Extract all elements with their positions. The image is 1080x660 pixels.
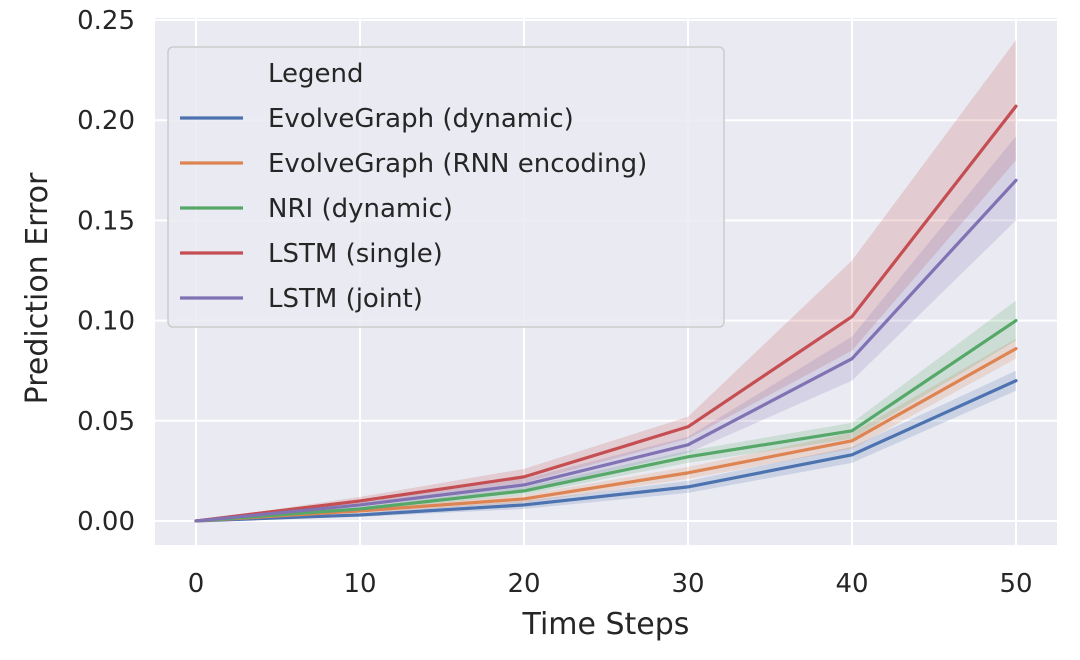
legend-label-1: EvolveGraph (RNN encoding): [268, 149, 647, 179]
y-tick-label: 0.25: [77, 6, 135, 36]
line-series-1: [194, 347, 1018, 523]
legend-title: Legend: [268, 59, 364, 89]
legend-label-2: NRI (dynamic): [268, 194, 453, 224]
legend-label-0: EvolveGraph (dynamic): [268, 104, 574, 134]
legend-label-4: LSTM (joint): [268, 284, 423, 314]
y-tick-label: 0.20: [77, 106, 135, 136]
legend-label-3: LSTM (single): [268, 239, 443, 269]
legend-items: EvolveGraph (dynamic) EvolveGraph (RNN en…: [180, 104, 647, 314]
x-tick-label: 30: [671, 569, 704, 599]
series-lines: [194, 104, 1018, 523]
x-tick-label: 0: [188, 569, 205, 599]
line-series-2: [194, 318, 1018, 523]
line-series-4: [194, 178, 1018, 523]
tick-labels: 0 10 20 30 40 50 0.00 0.05 0.10 0.15 0.20 0.25: [77, 6, 1032, 599]
x-tick-label: 10: [343, 569, 376, 599]
y-tick-label: 0.10: [77, 307, 135, 337]
y-tick-label: 0.05: [77, 407, 135, 437]
y-tick-label: 0.00: [77, 507, 135, 537]
line-series-0: [194, 379, 1018, 523]
legend: Legend EvolveGraph (dynamic)EvolveGraph …: [167, 46, 725, 328]
band-series-2: [196, 300, 1016, 521]
line-series-3: [194, 104, 1018, 523]
x-tick-label: 50: [999, 569, 1032, 599]
legend-box: [167, 46, 725, 328]
band-series-3: [196, 40, 1016, 521]
y-tick-label: 0.15: [77, 206, 135, 236]
x-tick-label: 40: [835, 569, 868, 599]
x-axis-label: Time Steps: [522, 607, 690, 642]
x-tick-label: 20: [507, 569, 540, 599]
y-axis-label: Prediction Error: [20, 172, 55, 404]
